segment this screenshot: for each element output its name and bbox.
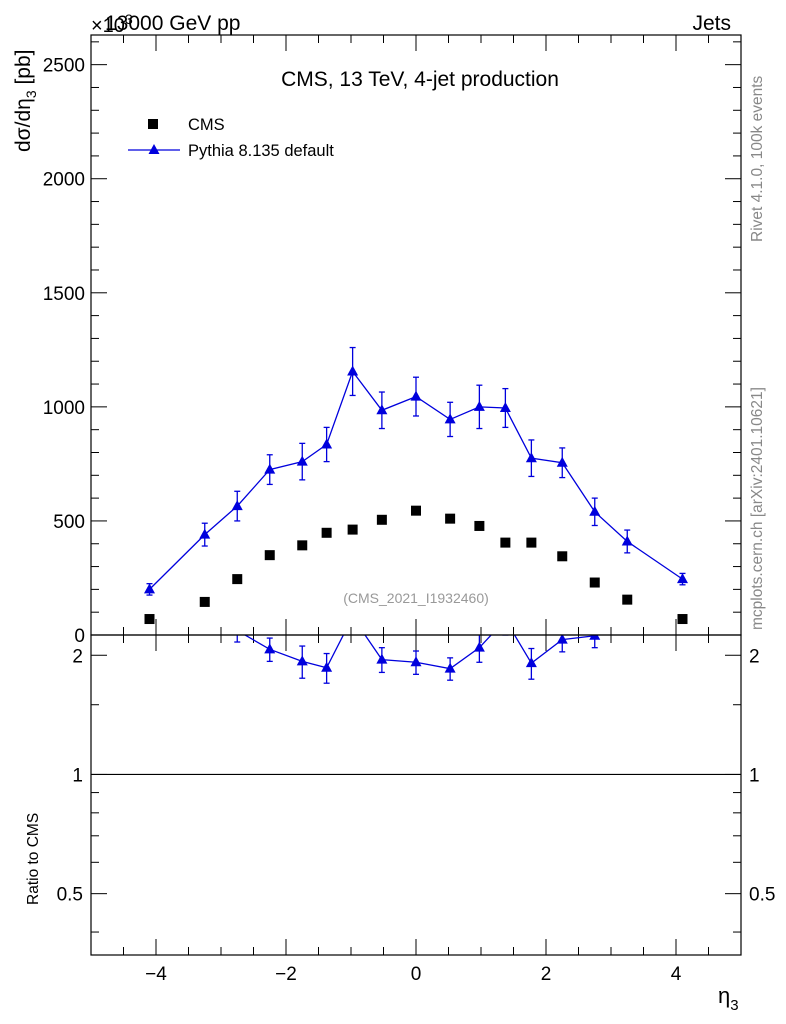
- cms-point: [232, 574, 243, 585]
- ratio-point: [473, 641, 485, 652]
- pythia-point: [347, 365, 359, 376]
- pythia-point: [410, 390, 422, 401]
- ratio-point: [296, 655, 308, 666]
- pythia-point: [621, 535, 633, 546]
- main-ytick-label: 500: [53, 512, 85, 533]
- pythia-point: [556, 456, 568, 467]
- cms-point: [376, 514, 387, 525]
- main-ylabel: dσ/dη3 [pb]: [12, 49, 39, 152]
- ratio-point: [410, 656, 422, 667]
- cms-point: [474, 520, 485, 531]
- ratio-point: [199, 578, 210, 588]
- xtick-label: −2: [275, 964, 297, 985]
- pythia-point: [473, 400, 485, 411]
- pythia-point: [144, 583, 155, 594]
- pythia-point: [525, 452, 537, 463]
- main-data: [144, 346, 688, 625]
- x-axis-label: η3: [718, 983, 739, 1014]
- ratio-ytick-label: 2: [72, 646, 83, 667]
- cms-point: [589, 577, 600, 588]
- pythia-point: [199, 528, 211, 539]
- ratio-point: [321, 661, 333, 672]
- main-panel: CMS, 13 TeV, 4-jet production dσ/dη3 [pb…: [12, 34, 742, 647]
- ratio-ytick-label: 1: [72, 765, 83, 786]
- ratio-frame: [90, 634, 742, 956]
- ratio-point: [500, 614, 511, 624]
- ratio-ytick-label-right: 1: [749, 765, 760, 786]
- cms-point: [557, 551, 568, 562]
- xtick-label: 4: [671, 964, 682, 985]
- xtick-label: −4: [145, 964, 167, 985]
- ratio-panel: Ratio to CMS 0.5 0.51 12 2−4 −2 0 2 4 η3: [25, 578, 776, 1014]
- ratio-point: [264, 643, 276, 654]
- main-ytick-label: 1000: [43, 398, 85, 419]
- pythia-point: [444, 413, 456, 424]
- xtick-label: 2: [541, 964, 552, 985]
- pythia-point: [499, 402, 511, 413]
- header-process-label: Jets: [692, 12, 731, 35]
- ratio-tick-labels: 0.5 0.5 1 1 2 2 −4 −2 0 2 4: [57, 646, 776, 985]
- main-ytick-label: 0: [74, 626, 85, 647]
- main-title: CMS, 13 TeV, 4-jet production: [281, 68, 559, 91]
- ratio-ytick-label-right: 0.5: [749, 885, 775, 906]
- cms-point: [199, 596, 210, 607]
- cms-point: [677, 614, 688, 625]
- pythia-point: [376, 404, 388, 415]
- cms-point: [297, 540, 308, 551]
- cms-point: [321, 527, 332, 538]
- pythia-point: [589, 505, 601, 516]
- cms-point: [526, 537, 537, 548]
- y-exponent-label: ×103: [91, 11, 133, 37]
- ratio-point: [232, 624, 243, 634]
- ratio-ytick-label-right: 2: [749, 646, 760, 667]
- pythia-point: [321, 438, 333, 449]
- side-rivet-label: Rivet 4.1.0, 100k events: [749, 75, 766, 242]
- pythia-point: [296, 455, 308, 466]
- main-ytick-label: 1500: [43, 284, 85, 305]
- ratio-data: [199, 578, 601, 684]
- ratio-ytick-label: 0.5: [57, 885, 83, 906]
- xtick-label: 0: [411, 964, 422, 985]
- ratio-point: [525, 657, 537, 668]
- pythia-point: [264, 463, 276, 474]
- watermark-label: (CMS_2021_I1932460): [343, 590, 489, 606]
- ratio-ticks: [91, 635, 741, 955]
- ratio-ylabel: Ratio to CMS: [25, 813, 42, 905]
- main-tick-labels: 0 500 1000 1500 2000 2500: [43, 56, 85, 647]
- legend-label-cms: CMS: [188, 116, 225, 134]
- cms-point: [264, 550, 275, 561]
- cms-point: [347, 524, 358, 535]
- cms-point: [445, 513, 456, 524]
- main-ytick-label: 2000: [43, 170, 85, 191]
- pythia-point: [677, 573, 688, 584]
- legend-marker-cms: [148, 119, 158, 129]
- side-mcplots-label: mcplots.cern.ch [arXiv:2401.10621]: [749, 387, 766, 630]
- legend: CMS Pythia 8.135 default: [128, 116, 334, 160]
- cms-point: [411, 505, 421, 516]
- main-ytick-label: 2500: [43, 56, 85, 77]
- ratio-point: [556, 635, 568, 644]
- legend-label-pythia: Pythia 8.135 default: [188, 142, 334, 160]
- header-energy-label: 13000 GeV pp: [105, 12, 240, 35]
- ratio-point: [589, 635, 601, 640]
- legend-marker-pythia: [148, 144, 160, 154]
- ratio-point: [444, 662, 456, 673]
- ratio-point: [347, 611, 358, 621]
- ratio-point: [376, 653, 388, 664]
- cms-point: [500, 537, 511, 548]
- pythia-point: [231, 500, 243, 511]
- cms-point: [622, 594, 633, 605]
- cms-point: [144, 614, 155, 625]
